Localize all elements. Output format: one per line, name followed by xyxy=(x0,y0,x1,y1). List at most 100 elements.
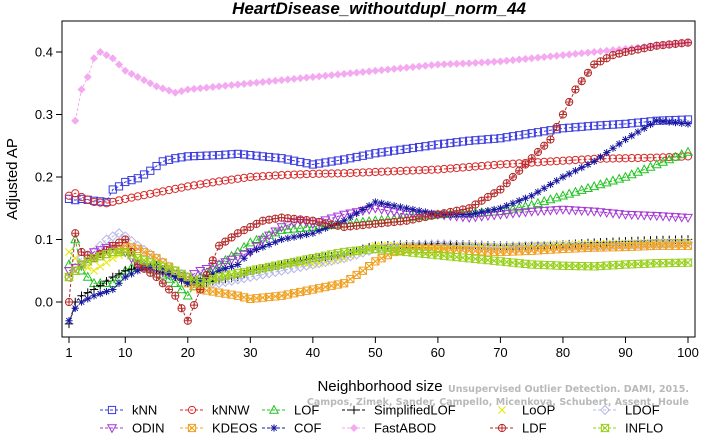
point-cof xyxy=(184,279,192,287)
point-cof xyxy=(109,285,117,294)
point-knnw xyxy=(289,170,299,179)
point-cof xyxy=(371,198,379,206)
point-odin xyxy=(564,206,575,216)
point-knnw xyxy=(233,174,242,183)
point-fastabod xyxy=(196,84,205,93)
point-odin xyxy=(551,206,562,216)
point-knnw xyxy=(277,171,286,180)
legend-item-knn: kNN xyxy=(100,403,157,418)
point-knnw xyxy=(558,156,568,165)
point-knnw xyxy=(358,168,367,177)
point-knn xyxy=(427,141,436,150)
point-fastabod xyxy=(365,67,374,76)
point-knnw xyxy=(333,169,342,178)
point-knn xyxy=(383,147,392,156)
point-knnw xyxy=(258,172,267,181)
point-fastabod xyxy=(158,84,167,93)
point-knn xyxy=(596,121,605,130)
point-odin xyxy=(332,212,343,222)
point-fastabod xyxy=(465,59,474,68)
point-knnw xyxy=(177,183,186,192)
point-knnw xyxy=(196,180,205,189)
point-cof xyxy=(640,124,648,132)
point-fastabod xyxy=(521,54,530,63)
point-odin xyxy=(520,208,531,218)
series-line-fastabod xyxy=(74,42,689,121)
point-odin xyxy=(639,211,650,221)
point-cof xyxy=(678,119,686,127)
point-fastabod xyxy=(271,76,280,85)
point-knnw xyxy=(208,178,217,187)
point-knnw xyxy=(533,158,543,167)
point-knn xyxy=(340,155,349,164)
point-ldf xyxy=(214,241,224,250)
point-knnw xyxy=(308,169,317,178)
y-tick-label: 0.0 xyxy=(35,295,53,310)
point-fastabod xyxy=(77,85,86,94)
point-knn xyxy=(189,152,199,161)
point-knnw xyxy=(615,154,624,163)
point-knn xyxy=(408,143,417,153)
point-fastabod xyxy=(140,76,149,85)
point-knnw xyxy=(627,154,636,163)
point-knn xyxy=(571,123,580,132)
point-knnw xyxy=(377,167,386,176)
point-knn xyxy=(433,140,442,149)
point-fastabod xyxy=(583,48,592,57)
point-fastabod xyxy=(252,78,261,87)
point-fastabod xyxy=(571,49,580,58)
point-lof xyxy=(176,284,187,294)
point-fastabod xyxy=(527,54,536,63)
legend-label-odin: ODIN xyxy=(132,421,165,434)
point-ldf xyxy=(227,233,236,242)
point-lof xyxy=(101,277,112,287)
point-lof xyxy=(251,234,262,244)
legend-item-inflo: INFLO xyxy=(593,421,663,434)
legend-item-ldf: LDF xyxy=(490,421,547,434)
point-odin xyxy=(257,235,268,245)
point-fastabod xyxy=(127,69,136,78)
point-cof xyxy=(684,120,692,128)
point-fastabod xyxy=(277,76,286,85)
point-lof xyxy=(639,164,650,174)
point-cof xyxy=(465,210,473,219)
point-odin xyxy=(570,206,581,216)
point-knn xyxy=(608,120,618,129)
point-fastabod xyxy=(565,50,574,59)
point-lof xyxy=(576,184,587,194)
point-cof xyxy=(302,230,311,239)
point-lof xyxy=(557,190,568,200)
point-ldf xyxy=(183,316,192,325)
point-knn xyxy=(396,145,405,154)
point-fastabod xyxy=(390,64,399,73)
point-knn xyxy=(627,119,636,128)
series-inflo xyxy=(64,244,693,288)
point-ldf xyxy=(533,147,543,157)
point-fastabod xyxy=(290,74,299,83)
point-odin xyxy=(220,258,231,268)
point-ldf xyxy=(583,68,593,77)
point-fastabod xyxy=(89,54,99,63)
point-knnw xyxy=(315,169,324,178)
point-odin xyxy=(595,208,606,218)
point-lof xyxy=(282,224,293,234)
point-fastabod xyxy=(340,69,349,78)
point-cof xyxy=(365,202,373,210)
point-odin xyxy=(326,214,337,224)
point-odin xyxy=(614,210,625,220)
point-cof xyxy=(421,208,429,216)
point-knnw xyxy=(490,160,499,170)
legend-marker-ldf xyxy=(497,423,507,433)
point-fastabod xyxy=(408,62,417,72)
point-knnw xyxy=(158,187,167,196)
point-fastabod xyxy=(533,53,542,62)
point-kdeos xyxy=(683,241,693,250)
point-ldf xyxy=(477,196,486,205)
point-ldf xyxy=(177,304,186,313)
point-knnw xyxy=(540,157,549,166)
point-knnw xyxy=(71,189,80,198)
point-knnw xyxy=(483,161,493,170)
point-ldf xyxy=(152,272,161,282)
point-cof xyxy=(227,262,236,271)
watermark-line-1: Unsupervised Outlier Detection. DAMI, 20… xyxy=(448,384,689,395)
